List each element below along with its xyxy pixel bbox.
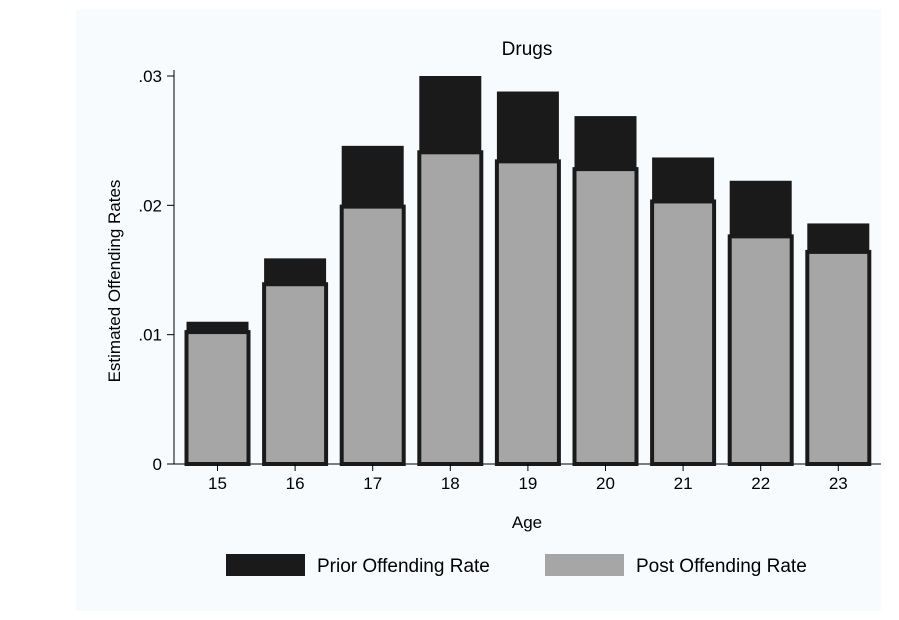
- x-tick-label: 19: [518, 474, 537, 493]
- bar-prior: [186, 321, 249, 333]
- bar-prior: [264, 258, 327, 285]
- x-tick-label: 23: [829, 474, 848, 493]
- y-tick-label: .02: [138, 196, 162, 215]
- chart-svg: 0 .01 .02 .03 15 16 17 18 19 20 21 22 23 Drugs Estim…: [105, 39, 881, 577]
- x-tick-label: 22: [751, 474, 770, 493]
- x-tick-label: 18: [441, 474, 460, 493]
- x-tick-label: 15: [208, 474, 227, 493]
- bar-prior: [807, 223, 870, 252]
- bar-post: [572, 167, 639, 466]
- bar-post: [727, 234, 794, 466]
- y-axis-title: Estimated Offending Rates: [105, 180, 124, 383]
- y-tick-label: .03: [138, 67, 162, 86]
- x-tick-label: 16: [286, 474, 305, 493]
- legend-swatch-prior: [226, 554, 305, 576]
- bar-post: [184, 330, 251, 466]
- bar-prior: [341, 145, 404, 207]
- legend-label-post: Post Offending Rate: [636, 556, 807, 577]
- bar-prior: [496, 91, 559, 162]
- x-tick-label: 17: [363, 474, 382, 493]
- bar-post: [339, 204, 406, 466]
- bar-post: [262, 282, 329, 466]
- bar-prior: [419, 76, 482, 153]
- x-tick-label: 20: [596, 474, 615, 493]
- y-tick-label: .01: [138, 326, 162, 345]
- x-axis-title: Age: [512, 513, 542, 532]
- bar-post: [494, 159, 561, 467]
- plot-area: 0 .01 .02 .03 15 16 17 18 19 20 21 22 23: [138, 67, 881, 493]
- bar-prior: [574, 116, 637, 170]
- bar-post: [650, 199, 717, 466]
- legend-label-prior: Prior Offending Rate: [317, 556, 490, 577]
- bar-prior: [652, 157, 715, 202]
- bar-post: [805, 249, 872, 466]
- bar-prior: [729, 180, 792, 237]
- legend: Prior Offending Rate Post Offending Rate: [226, 554, 807, 577]
- y-tick-label: 0: [153, 455, 162, 474]
- x-tick-label: 21: [674, 474, 693, 493]
- bar-post: [417, 150, 484, 466]
- chart-title: Drugs: [502, 39, 553, 60]
- legend-swatch-post: [545, 554, 624, 576]
- chart-frame: 0 .01 .02 .03 15 16 17 18 19 20 21 22 23 Drugs Estim…: [76, 10, 881, 611]
